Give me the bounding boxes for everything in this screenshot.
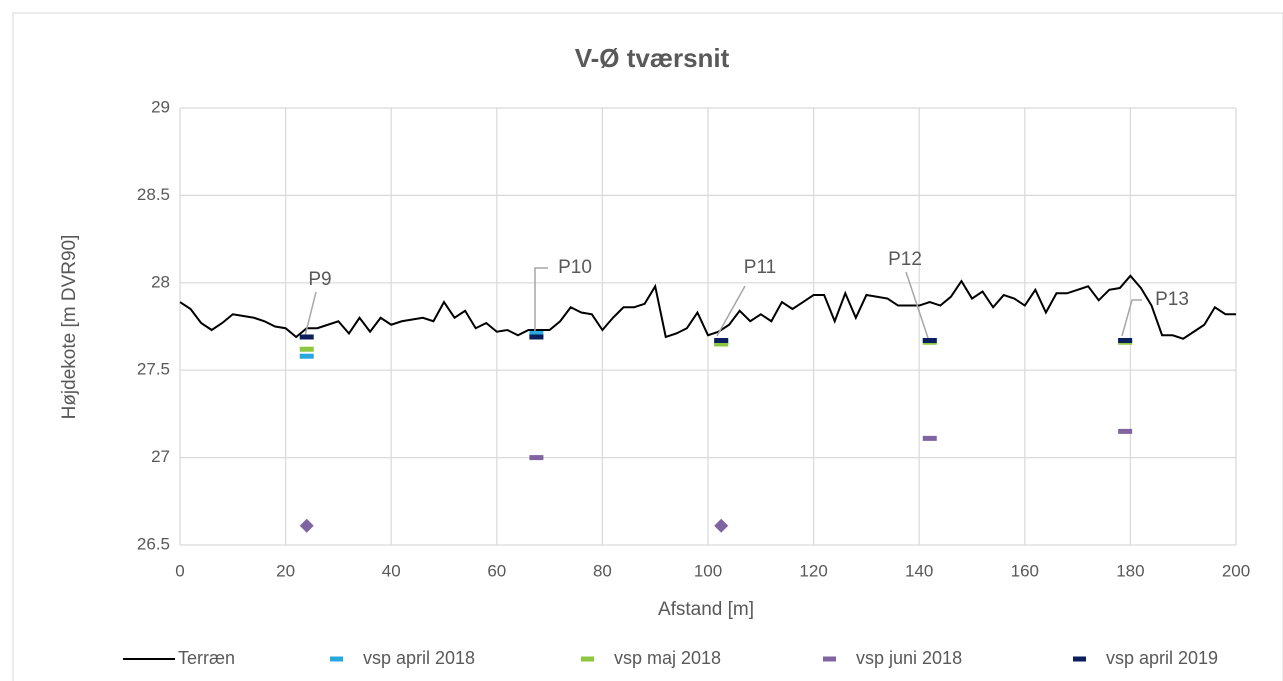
diamond-marker [714,518,729,533]
dash-marker [922,337,937,343]
x-tick-label: 180 [1116,561,1144,580]
leader-line [716,285,746,337]
annotation: P10 [558,257,592,278]
legend-label: vsp april 2018 [363,648,475,668]
x-tick-label: 200 [1222,561,1250,580]
x-tick-label: 20 [276,561,295,580]
chart-title: V-Ø tværsnit [575,43,730,73]
x-tick-label: 0 [175,561,184,580]
dash-marker [299,334,314,340]
y-tick-label: 28.5 [137,185,170,204]
leader-line [304,291,317,337]
dash-marker [529,334,544,340]
legend-swatch [330,656,343,662]
x-tick-label: 60 [487,561,506,580]
y-tick-label: 28 [151,272,170,291]
legend-label: vsp maj 2018 [614,648,721,668]
chart-frame [12,12,1283,681]
y-tick-label: 29 [151,97,170,116]
legend-swatch [1073,656,1086,662]
legend-swatch [823,656,836,662]
dash-marker [714,337,729,343]
y-tick-label: 26.5 [137,534,170,553]
legend-label: Terræn [178,648,235,668]
dash-marker [529,455,544,461]
leader-line [1121,299,1142,337]
x-tick-label: 80 [593,561,612,580]
dash-marker [299,353,314,359]
x-tick-label: 120 [799,561,827,580]
x-tick-label: 160 [1011,561,1039,580]
dash-marker [1118,337,1133,343]
annotation: P11 [744,257,776,278]
dash-marker [529,330,544,336]
leader-line [534,267,548,336]
annotation: P9 [308,269,331,290]
dash-marker [1118,428,1133,434]
x-axis-label: Afstand [m] [658,599,754,620]
annotation: P13 [1155,289,1189,310]
leader-line [905,271,929,339]
diamond-marker [299,518,314,533]
terrain-line [179,274,1236,340]
dash-marker [299,346,314,352]
legend-label: vsp juni 2018 [856,648,962,668]
y-tick-label: 27 [151,447,170,466]
x-tick-label: 40 [382,561,401,580]
annotation: P12 [888,249,922,270]
dash-marker [922,435,937,441]
x-tick-label: 100 [694,561,722,580]
legend-label: vsp april 2019 [1106,648,1218,668]
y-axis-label: Højdekote [m DVR90] [59,235,80,420]
y-tick-label: 27.5 [137,360,170,379]
legend-swatch [581,656,594,662]
x-tick-label: 140 [905,561,933,580]
dash-marker [714,341,729,347]
